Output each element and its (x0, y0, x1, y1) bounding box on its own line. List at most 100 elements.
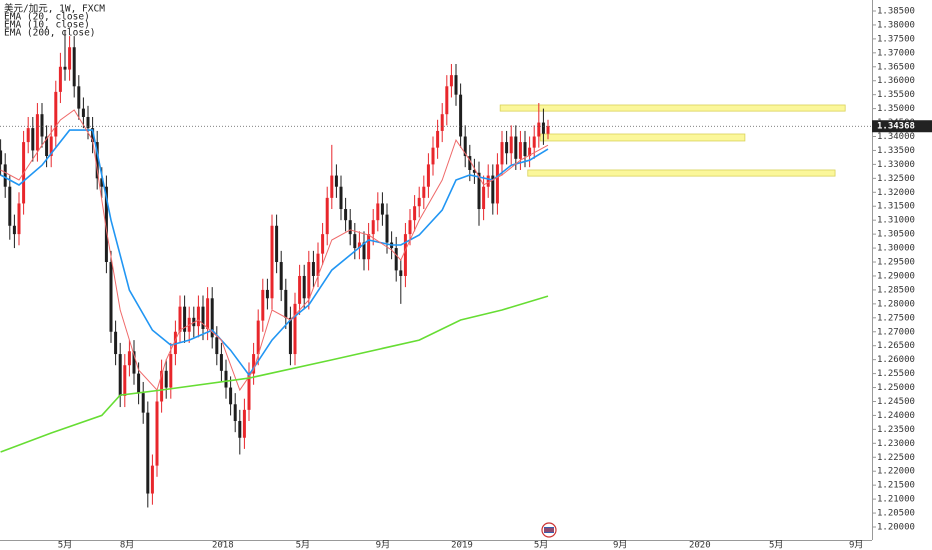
x-tick-label: 5月 (296, 540, 310, 550)
candle-body (242, 409, 246, 438)
candle-body (58, 66, 62, 92)
legend-entry: EMA (20, close) (4, 12, 90, 23)
y-tick-label: 1.32500 (877, 174, 915, 184)
candle-body (426, 164, 430, 187)
candle-body (394, 248, 398, 271)
candle-body (270, 225, 274, 299)
candle-body (279, 262, 283, 290)
y-tick-label: 1.22000 (877, 467, 915, 477)
y-tick-label: 1.37000 (877, 48, 915, 58)
y-tick-label: 1.24000 (877, 411, 915, 421)
candle-body (436, 130, 440, 148)
candle-body (35, 114, 39, 151)
event-icon (541, 522, 557, 538)
candle-body (26, 128, 30, 143)
candle-body (275, 225, 279, 263)
x-tick-label: 2020 (689, 541, 711, 550)
candle-body (348, 220, 352, 235)
candle-body (307, 262, 311, 299)
candle-body (288, 317, 292, 355)
candle-body (160, 370, 164, 402)
candle-body (210, 298, 214, 338)
candle-body (371, 220, 375, 235)
y-tick-label: 1.38500 (877, 6, 915, 16)
y-tick-label: 1.22500 (877, 453, 915, 463)
x-tick-label: 5月 (58, 540, 72, 550)
y-tick-label: 1.37500 (877, 34, 915, 44)
candle-body (104, 186, 108, 263)
candle-body (201, 306, 205, 329)
candle-body (169, 354, 173, 388)
candle-body (229, 387, 233, 405)
candle-body (353, 234, 357, 249)
x-tick-label: 2018 (212, 541, 234, 550)
candle-body (0, 150, 3, 165)
candle-body (445, 86, 449, 115)
y-tick-label: 1.31000 (877, 216, 915, 226)
y-tick-label: 1.25000 (877, 383, 915, 393)
candle-body (454, 75, 458, 95)
candle-body (408, 220, 412, 235)
candle-body (325, 197, 329, 235)
y-tick-label: 1.27500 (877, 313, 915, 323)
y-tick-label: 1.25500 (877, 369, 915, 379)
candle-body (95, 142, 99, 179)
candle-body (330, 175, 334, 198)
y-tick-label: 1.36500 (877, 62, 915, 72)
candle-body (91, 128, 95, 143)
y-tick-label: 1.33000 (877, 160, 915, 170)
y-tick-label: 1.23500 (877, 425, 915, 435)
candle-body (403, 234, 407, 276)
candle-body (233, 404, 237, 422)
legend-title: 美元/加元, 1W, FXCM (4, 3, 105, 15)
candle-body (206, 298, 210, 329)
last-price-label: 1.34368 (877, 122, 915, 132)
x-tick-label: 9月 (613, 540, 627, 550)
candle-body (505, 142, 509, 154)
y-tick-label: 1.28000 (877, 299, 915, 309)
candle-body (127, 351, 131, 366)
candle-body (196, 306, 200, 327)
y-tick-label: 1.27000 (877, 327, 915, 337)
candle-body (12, 225, 16, 235)
candle-body (146, 412, 150, 494)
candle-body (367, 234, 371, 260)
candle-body (132, 351, 136, 374)
y-tick-label: 1.31500 (877, 202, 915, 212)
candle-body (68, 47, 72, 70)
last-price-tag (872, 120, 932, 133)
candle-body (463, 136, 467, 157)
candle-body (155, 401, 159, 466)
candle-body (109, 262, 113, 332)
legend-entry: EMA (10, close) (4, 20, 90, 31)
x-tick-label: 2019 (451, 541, 473, 550)
candle-body (118, 354, 122, 396)
candle-body (8, 186, 12, 226)
candle-body (491, 175, 495, 204)
candle-body (537, 122, 541, 137)
candle-body (247, 373, 251, 410)
y-tick-label: 1.26000 (877, 355, 915, 365)
candle-body (150, 465, 154, 494)
x-tick-label: 5月 (769, 540, 783, 550)
candle-body (215, 337, 219, 355)
candle-body (40, 114, 44, 137)
candle-body (81, 108, 85, 117)
candle-body (380, 203, 384, 215)
candle-body (302, 275, 306, 299)
legend-entry: EMA (200, close) (4, 28, 96, 39)
y-tick-label: 1.21000 (877, 495, 915, 505)
candle-body (459, 94, 463, 137)
candle-body (477, 172, 481, 210)
candle-body (514, 136, 518, 159)
zone (527, 169, 836, 177)
candle-body (417, 197, 421, 207)
y-tick-label: 1.36000 (877, 76, 915, 86)
candle-body (495, 164, 499, 204)
candle-body (137, 373, 141, 394)
candle-body (49, 136, 53, 157)
y-tick-label: 1.20000 (877, 523, 915, 533)
candle-body (63, 66, 67, 70)
